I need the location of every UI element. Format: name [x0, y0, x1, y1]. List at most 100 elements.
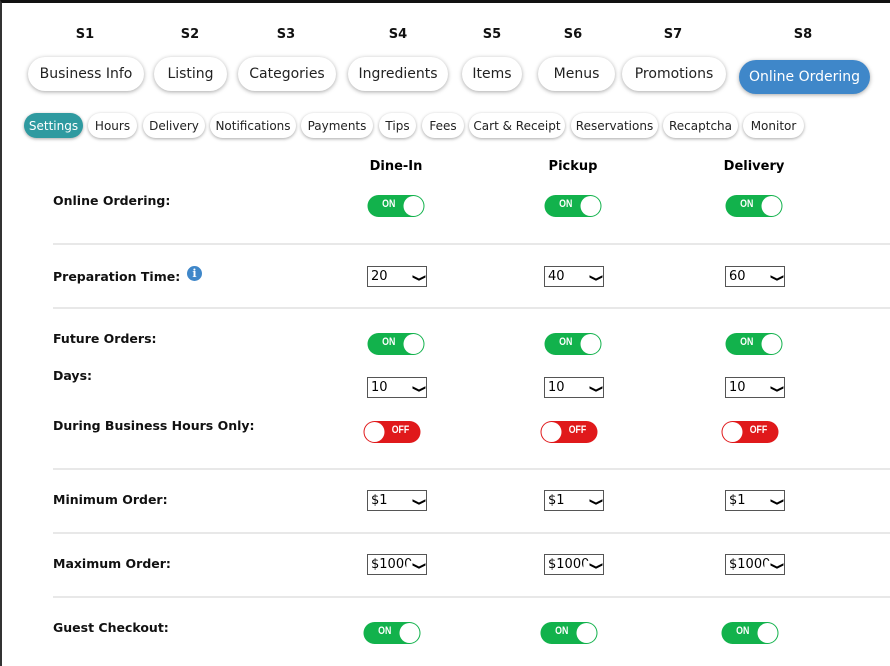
toggle-state: ON — [555, 625, 569, 637]
future-orders-toggle[interactable]: ON — [367, 333, 425, 355]
future-orders-toggle[interactable]: ON — [725, 333, 783, 355]
label-guest_checkout: Guest Checkout: — [53, 620, 169, 635]
subtab-cart-receipt[interactable]: Cart & Receipt — [469, 113, 565, 138]
online-ordering-toggle[interactable]: ON — [725, 195, 783, 217]
tab-listing[interactable]: Listing — [154, 57, 227, 91]
subtab-reservations[interactable]: Reservations — [571, 113, 658, 138]
toggle-state: ON — [559, 336, 573, 348]
select-value: $1000 — [371, 557, 413, 572]
step-label: S5 — [482, 27, 502, 42]
select-value: 10 — [371, 380, 388, 395]
select-value: $1 — [548, 493, 565, 508]
chevron-down-icon: ❯ — [763, 560, 784, 571]
tab-promotions[interactable]: Promotions — [622, 57, 726, 91]
toggle-state: ON — [382, 336, 396, 348]
tab-business-info[interactable]: Business Info — [28, 57, 144, 91]
chevron-down-icon: ❯ — [405, 560, 426, 571]
toggle-knob — [399, 623, 420, 643]
chevron-down-icon: ❯ — [405, 383, 426, 394]
label-days: Days: — [53, 368, 93, 383]
toggle-knob — [403, 334, 424, 354]
guest-checkout-toggle[interactable]: ON — [363, 622, 421, 644]
tab-items[interactable]: Items — [462, 57, 522, 91]
prep-time-select[interactable]: 20 ❯ — [367, 266, 427, 287]
subtab-payments[interactable]: Payments — [301, 113, 373, 138]
days-select[interactable]: 10 ❯ — [725, 377, 785, 398]
min-order-select[interactable]: $1 ❯ — [725, 490, 785, 511]
prep-time-select[interactable]: 60 ❯ — [725, 266, 785, 287]
divider — [53, 596, 890, 598]
tab-categories[interactable]: Categories — [238, 57, 336, 91]
info-icon[interactable]: i — [187, 266, 202, 281]
subtab-hours[interactable]: Hours — [88, 113, 137, 138]
max-order-select[interactable]: $1000 ❯ — [544, 554, 604, 575]
subtab-fees[interactable]: Fees — [422, 113, 464, 138]
toggle-knob — [757, 623, 778, 643]
step-label: S2 — [180, 27, 200, 42]
subtab-settings[interactable]: Settings — [24, 113, 83, 138]
tab-online-ordering[interactable]: Online Ordering — [739, 60, 870, 94]
days-select[interactable]: 10 ❯ — [544, 377, 604, 398]
label-max_order: Maximum Order: — [53, 556, 171, 571]
subtab-monitor[interactable]: Monitor — [743, 113, 804, 138]
business-hours-toggle[interactable]: OFF — [540, 421, 598, 443]
step-label: S7 — [663, 27, 683, 42]
toggle-state: OFF — [391, 424, 410, 436]
min-order-select[interactable]: $1 ❯ — [367, 490, 427, 511]
label-min_order: Minimum Order: — [53, 492, 168, 507]
toggle-knob — [541, 422, 562, 442]
toggle-knob — [580, 196, 601, 216]
toggle-state: OFF — [749, 424, 768, 436]
label-future_orders: Future Orders: — [53, 331, 157, 346]
days-select[interactable]: 10 ❯ — [367, 377, 427, 398]
select-value: 40 — [548, 269, 565, 284]
select-value: $1000 — [548, 557, 590, 572]
business-hours-toggle[interactable]: OFF — [721, 421, 779, 443]
step-label: S8 — [793, 27, 813, 42]
chevron-down-icon: ❯ — [582, 560, 603, 571]
select-value: 60 — [729, 269, 746, 284]
select-value: 10 — [548, 380, 565, 395]
prep-time-select[interactable]: 40 ❯ — [544, 266, 604, 287]
toggle-state: OFF — [568, 424, 587, 436]
online-ordering-toggle[interactable]: ON — [367, 195, 425, 217]
tab-menus[interactable]: Menus — [538, 57, 615, 91]
toggle-state: ON — [740, 336, 754, 348]
subtab-delivery[interactable]: Delivery — [143, 113, 205, 138]
max-order-select[interactable]: $1000 ❯ — [725, 554, 785, 575]
label-online_ordering: Online Ordering: — [53, 193, 171, 208]
toggle-knob — [403, 196, 424, 216]
divider — [53, 307, 890, 309]
step-label: S1 — [75, 27, 95, 42]
select-value: $1 — [729, 493, 746, 508]
business-hours-toggle[interactable]: OFF — [363, 421, 421, 443]
column-header-pickup: Pickup — [548, 159, 598, 174]
min-order-select[interactable]: $1 ❯ — [544, 490, 604, 511]
toggle-knob — [364, 422, 385, 442]
online-ordering-toggle[interactable]: ON — [544, 195, 602, 217]
toggle-state: ON — [378, 625, 392, 637]
chevron-down-icon: ❯ — [582, 496, 603, 507]
toggle-state: ON — [736, 625, 750, 637]
select-value: $1 — [371, 493, 388, 508]
max-order-select[interactable]: $1000 ❯ — [367, 554, 427, 575]
toggle-knob — [576, 623, 597, 643]
select-value: 20 — [371, 269, 388, 284]
toggle-state: ON — [382, 198, 396, 210]
chevron-down-icon: ❯ — [582, 383, 603, 394]
toggle-knob — [761, 196, 782, 216]
chevron-down-icon: ❯ — [763, 272, 784, 283]
toggle-state: ON — [559, 198, 573, 210]
chevron-down-icon: ❯ — [582, 272, 603, 283]
tab-ingredients[interactable]: Ingredients — [348, 57, 448, 91]
subtab-recaptcha[interactable]: Recaptcha — [663, 113, 738, 138]
chevron-down-icon: ❯ — [405, 272, 426, 283]
subtab-tips[interactable]: Tips — [379, 113, 416, 138]
future-orders-toggle[interactable]: ON — [544, 333, 602, 355]
chevron-down-icon: ❯ — [405, 496, 426, 507]
guest-checkout-toggle[interactable]: ON — [721, 622, 779, 644]
toggle-knob — [761, 334, 782, 354]
guest-checkout-toggle[interactable]: ON — [540, 622, 598, 644]
subtab-notifications[interactable]: Notifications — [210, 113, 296, 138]
step-label: S4 — [388, 27, 408, 42]
